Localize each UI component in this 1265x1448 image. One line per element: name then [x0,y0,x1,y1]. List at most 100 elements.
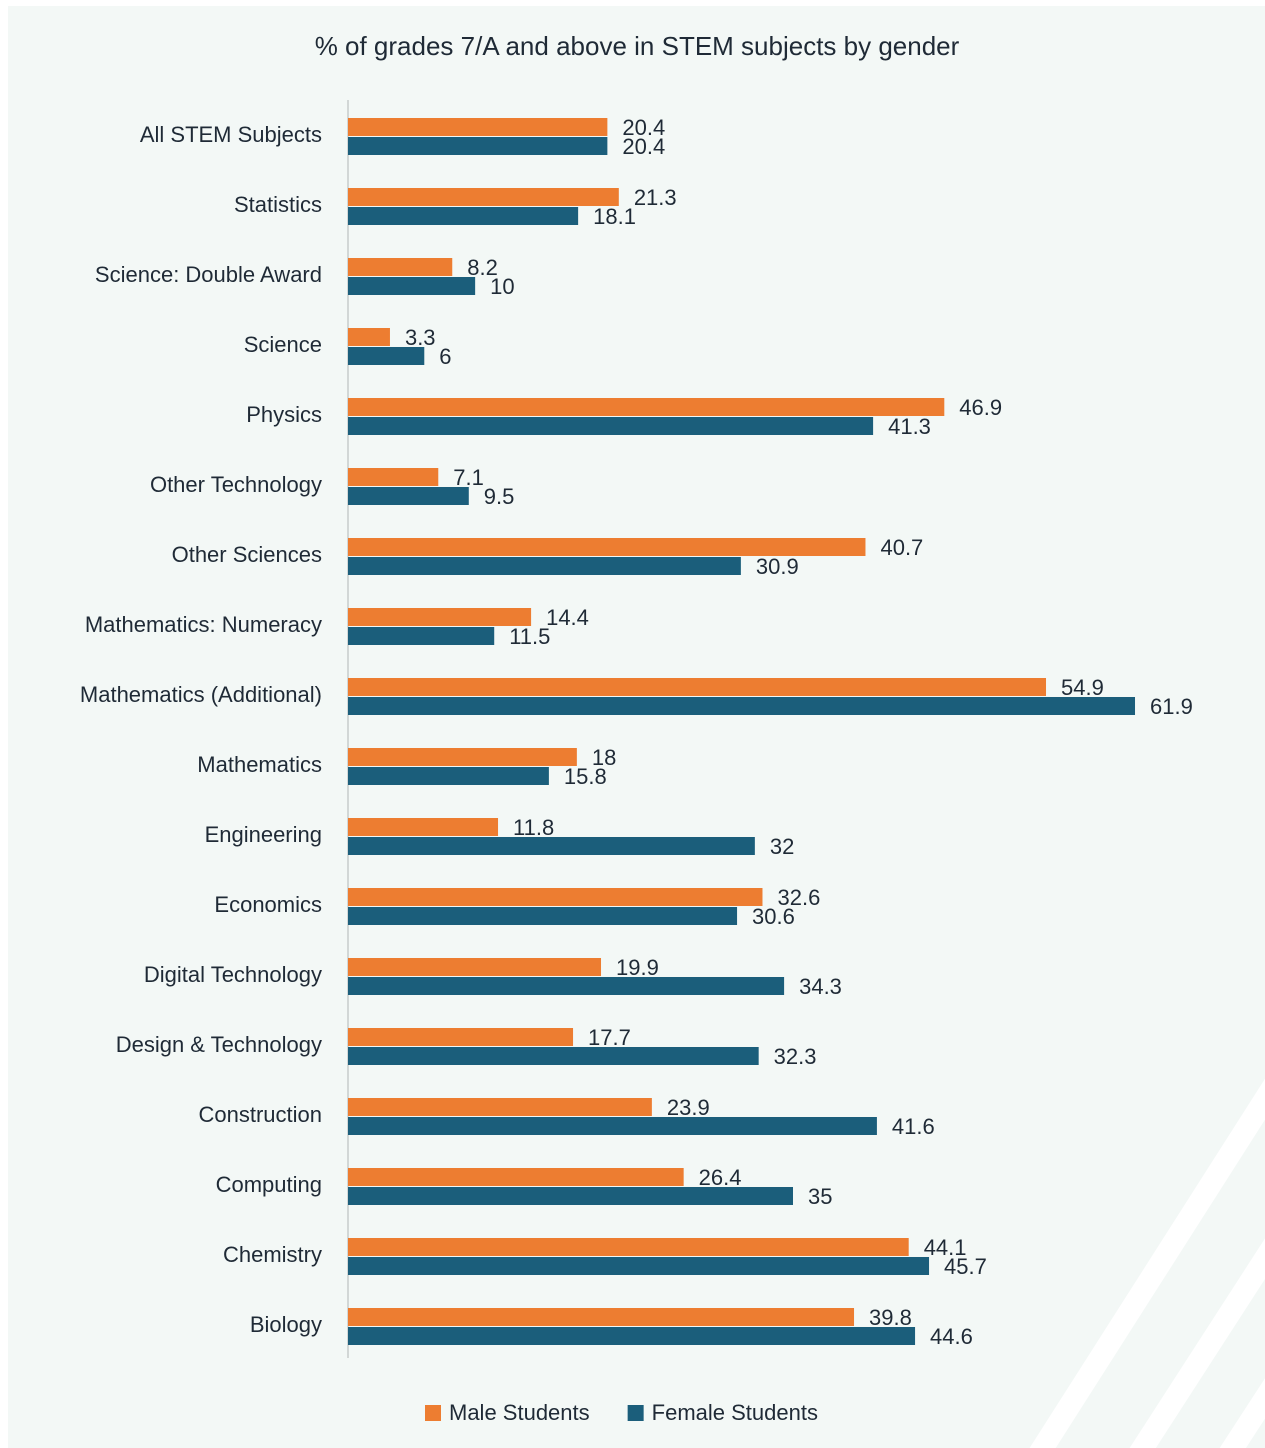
bar [348,627,495,645]
y-tick-label: Other Technology [150,472,322,497]
data-label: 44.1 [924,1235,967,1260]
data-label: 20.4 [622,134,665,159]
y-tick-label: Biology [250,1312,322,1337]
bar [348,118,608,136]
data-label: 23.9 [667,1095,710,1120]
bar [348,608,532,626]
data-label: 32.3 [774,1044,817,1069]
data-label: 41.3 [888,414,931,439]
bar [348,767,549,785]
data-label: 35 [808,1184,832,1209]
bar [348,1098,652,1116]
bar [348,137,608,155]
bar [348,888,763,906]
data-label: 15.8 [564,764,607,789]
y-tick-label: All STEM Subjects [140,122,322,147]
bar [348,1028,574,1046]
data-label: 32.6 [777,885,820,910]
bar [348,1187,793,1205]
bar [348,837,755,855]
data-label: 30.9 [756,554,799,579]
data-label: 61.9 [1150,694,1193,719]
data-label: 7.1 [453,465,484,490]
data-label: 6 [439,344,451,369]
data-label: 40.7 [880,535,923,560]
bar [348,417,874,435]
decor-stripe [1219,1378,1265,1448]
data-label: 8.2 [467,255,498,280]
bar [348,1308,855,1326]
bar [348,328,390,346]
data-label: 32 [770,834,794,859]
y-tick-label: Chemistry [223,1242,322,1267]
data-label: 11.5 [509,624,550,649]
bar [348,818,499,836]
bar [348,748,577,766]
bar [348,188,619,206]
chart-title: % of grades 7/A and above in STEM subjec… [315,31,960,61]
data-label: 44.6 [930,1324,973,1349]
chart-background [8,6,1265,1448]
data-label: 45.7 [944,1254,987,1279]
y-tick-label: Design & Technology [116,1032,322,1057]
y-tick-label: Computing [216,1172,322,1197]
decoration [1029,1078,1265,1448]
data-label: 20.4 [622,115,665,140]
data-label: 19.9 [616,955,659,980]
data-label: 18.1 [593,204,636,229]
bar [348,977,785,995]
y-tick-label: Statistics [234,192,322,217]
bar [348,468,439,486]
bar [348,1327,916,1345]
data-label: 30.6 [752,904,795,929]
bar [348,538,866,556]
bar [348,1257,930,1275]
decor-stripe [1129,1238,1265,1448]
bar [348,1168,684,1186]
bar [348,907,738,925]
data-label: 54.9 [1061,675,1104,700]
bar [348,487,469,505]
bar [348,958,602,976]
y-tick-label: Mathematics [197,752,322,777]
data-label: 34.3 [799,974,842,999]
y-tick-label: Engineering [205,822,322,847]
bar [348,1117,877,1135]
y-tick-label: Digital Technology [144,962,322,987]
y-tick-label: Economics [214,892,322,917]
data-label: 18 [592,745,616,770]
data-label: 9.5 [484,484,515,509]
y-tick-label: Construction [198,1102,322,1127]
decor-stripe [1029,1078,1265,1448]
y-tick-label: Other Sciences [172,542,322,567]
bar [348,557,741,575]
legend-label: Female Students [652,1400,818,1425]
y-tick-label: Science: Double Award [95,262,322,287]
bar [348,207,579,225]
data-label: 39.8 [869,1305,912,1330]
y-tick-label: Mathematics: Numeracy [85,612,322,637]
legend-swatch [425,1405,441,1421]
bar [348,277,476,295]
bar [348,1238,909,1256]
data-label: 10 [490,274,514,299]
y-tick-label: Science [244,332,322,357]
bar [348,697,1136,715]
data-label: 17.7 [588,1025,631,1050]
data-label: 3.3 [405,325,436,350]
y-tick-label: Mathematics (Additional) [80,682,322,707]
data-label: 14.4 [546,605,589,630]
data-label: 11.8 [513,815,554,840]
data-label: 41.6 [892,1114,935,1139]
legend-label: Male Students [449,1400,590,1425]
y-tick-label: Physics [246,402,322,427]
data-label: 26.4 [699,1165,742,1190]
bar [348,258,453,276]
bar [348,398,945,416]
bar [348,347,425,365]
data-label: 46.9 [959,395,1002,420]
legend-swatch [627,1405,644,1421]
bar [348,678,1047,696]
